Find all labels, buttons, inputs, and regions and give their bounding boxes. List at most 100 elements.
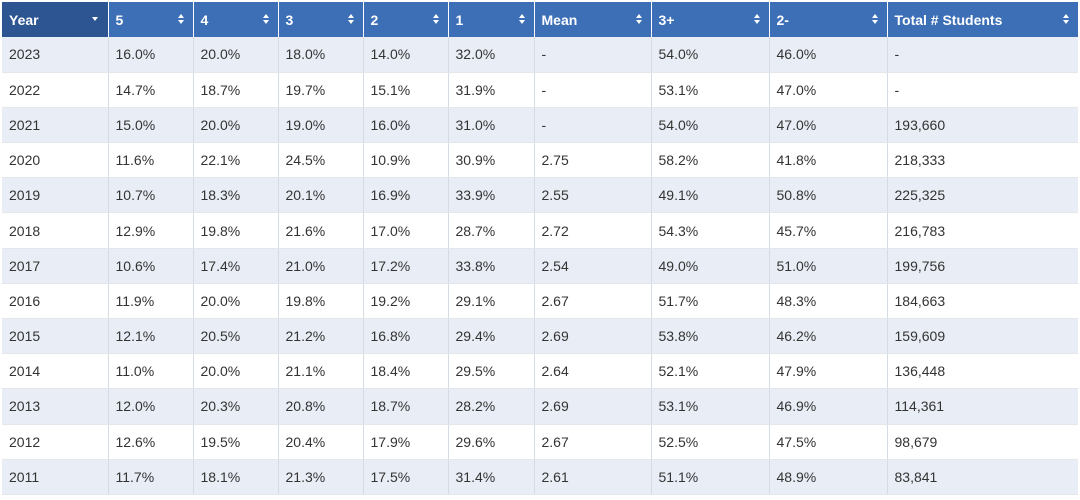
column-header-3[interactable]: 3 [278,2,364,37]
year-cell: 2020 [2,142,109,179]
year-cell: 2014 [2,353,109,390]
table-cell: 10.9% [363,142,449,179]
table-cell: 19.2% [363,283,449,320]
table-cell: 21.1% [278,353,364,390]
column-header-2[interactable]: 2 [363,2,449,37]
table-cell: 12.1% [108,318,194,355]
table-cell: 29.6% [448,424,535,460]
table-cell: 114,361 [887,388,1078,425]
column-header-3[interactable]: 3+ [651,2,770,37]
column-header-label: Total # Students [894,11,1003,28]
table-cell: 54.3% [651,212,770,249]
table-row: 2020 11.6% 22.1% 24.5% 10.9% 30.9% 2.75 58.2% 41… [2,142,1078,179]
table-cell: 33.8% [448,248,535,284]
sort-arrows-icon[interactable] [518,14,526,25]
table-cell: 28.2% [448,388,535,425]
table-cell: - [534,107,652,144]
sort-arrows-icon[interactable] [177,14,185,25]
table-cell: - [534,72,652,108]
table-cell: 15.1% [363,72,449,108]
table-cell: 54.0% [651,37,770,73]
table-row: 2021 15.0% 20.0% 19.0% 16.0% 31.0% -54.0% 47.0%… [2,107,1078,144]
table-cell: 16.8% [363,318,449,355]
table-cell: 51.7% [651,283,770,320]
table-cell: 16.9% [363,177,449,214]
table-cell: 216,783 [887,212,1078,249]
column-header-2[interactable]: 2- [769,2,888,37]
table-cell: 20.1% [278,177,364,214]
column-header-4[interactable]: 4 [193,2,279,37]
sort-arrows-icon[interactable] [753,14,761,25]
column-header-1[interactable]: 1 [448,2,535,37]
table-cell: 17.2% [363,248,449,284]
table-cell: 83,841 [887,459,1078,495]
table-cell: 47.5% [769,424,888,460]
sort-descending-icon[interactable] [91,17,98,21]
table-body: 2023 16.0% 20.0% 18.0% 14.0% 32.0% -54.0% 46.0%… [2,37,1078,495]
column-header-5[interactable]: 5 [108,2,194,37]
year-cell: 2021 [2,107,109,144]
sort-arrows-icon[interactable] [635,14,643,25]
table-header: Year 5 4 3 2 1 Mean 3+ 2- Total # Students [2,2,1079,37]
sort-arrows-icon[interactable] [262,14,270,25]
table-cell: 18.1% [193,459,279,495]
table-cell: 49.0% [651,248,770,284]
table-cell: 30.9% [448,142,535,179]
sort-arrows-icon[interactable] [871,14,879,25]
table-cell: 20.0% [193,37,279,73]
table-cell: 31.9% [448,72,535,108]
table-cell: 18.4% [363,353,449,390]
table-cell: 2.75 [534,142,652,179]
table-cell: 10.7% [108,177,194,214]
table-cell: 20.0% [193,107,279,144]
year-cell: 2016 [2,283,109,320]
table-cell: 19.0% [278,107,364,144]
table-cell: 17.5% [363,459,449,495]
column-header-label: 5 [115,11,124,28]
table-cell: 10.6% [108,248,194,284]
table-cell: 47.0% [769,107,888,144]
column-header-year[interactable]: Year [2,2,109,37]
table-cell: 22.1% [193,142,279,179]
column-header-total-students[interactable]: Total # Students [887,2,1079,37]
table-cell: 11.9% [108,283,194,320]
table-cell: 20.8% [278,388,364,425]
table-cell: 2.64 [534,353,652,390]
table-cell: 15.0% [108,107,194,144]
table-cell: 31.4% [448,459,535,495]
table-cell: 53.1% [651,388,770,425]
header-row: Year 5 4 3 2 1 Mean 3+ 2- Total # Students [2,2,1079,37]
table-cell: 17.4% [193,248,279,284]
year-cell: 2011 [2,459,109,495]
table-cell: 225,325 [887,177,1078,214]
column-header-mean[interactable]: Mean [534,2,652,37]
column-header-label: 3 [285,11,294,28]
sort-arrows-icon[interactable] [432,14,440,25]
year-cell: 2015 [2,318,109,355]
table-cell: 20.0% [193,353,279,390]
year-cell: 2023 [2,37,109,73]
table-cell: 14.7% [108,72,194,108]
table-cell: 20.0% [193,283,279,320]
table-cell: 17.0% [363,212,449,249]
table-cell: 2.55 [534,177,652,214]
table-row: 2017 10.6% 17.4% 21.0% 17.2% 33.8% 2.54 49.0% 51… [2,248,1078,284]
year-cell: 2017 [2,248,109,284]
table-cell: - [887,72,1078,108]
table-cell: 51.1% [651,459,770,495]
table-cell: 24.5% [278,142,364,179]
table-cell: 46.2% [769,318,888,355]
table-cell: 53.1% [651,72,770,108]
table-cell: 51.0% [769,248,888,284]
table-cell: - [887,37,1078,73]
sort-arrows-icon[interactable] [347,14,355,25]
year-cell: 2012 [2,424,109,460]
sort-arrows-icon[interactable] [1062,14,1070,25]
table-cell: 29.4% [448,318,535,355]
table-cell: 20.3% [193,388,279,425]
table-cell: 199,756 [887,248,1078,284]
table-cell: 193,660 [887,107,1078,144]
column-header-label: 1 [455,11,464,28]
table-cell: 41.8% [769,142,888,179]
